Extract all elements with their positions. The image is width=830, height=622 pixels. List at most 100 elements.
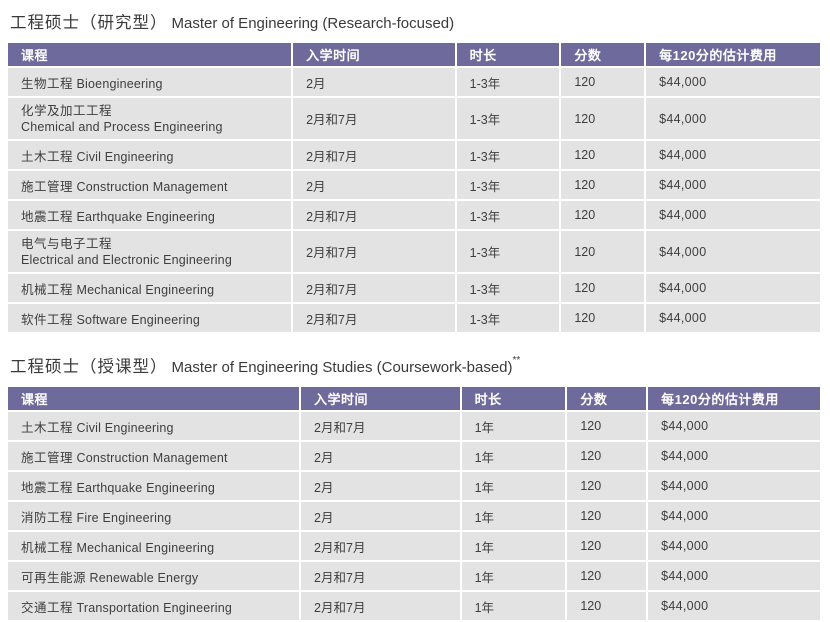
course-name-zh: 施工管理 [21,450,74,465]
header-row: 课程 入学时间 时长 分数 每120分的估计费用 [8,387,820,410]
cell-course: 土木工程 Civil Engineering [8,412,300,440]
course-name-zh: 生物工程 [21,76,74,91]
course-name-en: Bioengineering [76,76,163,91]
course-name-en: Mechanical Engineering [76,282,215,297]
cell-intake: 2月 [301,502,460,530]
cell-duration: 1年 [461,502,566,530]
cell-intake: 2月和7月 [301,562,460,590]
cell-fee: $44,000 [646,171,820,199]
cell-intake: 2月 [301,442,460,470]
table-title-coursework: 工程硕士（授课型） Master of Engineering Studies (… [10,350,822,378]
course-name-en: Software Engineering [76,312,201,327]
table-row: 地震工程 Earthquake Engineering 2月和7月 1-3年 120 $… [8,201,820,229]
cell-duration: 1-3年 [456,68,560,96]
course-name-zh: 可再生能源 [21,570,87,585]
cell-fee: $44,000 [648,502,820,530]
table-row: 生物工程 Bioengineering 2月 1-3年 120 $44,000 [8,68,820,96]
course-name-zh: 消防工程 [21,510,74,525]
cell-points: 120 [561,98,645,139]
cell-points: 120 [567,592,647,620]
cell-duration: 1年 [461,532,566,560]
table-title-zh: 工程硕士（授课型） [10,357,168,376]
cell-points: 120 [567,562,647,590]
cell-duration: 1-3年 [456,141,560,169]
cell-course: 电气与电子工程 Electrical and Electronic Engine… [8,231,292,272]
cell-fee: $44,000 [646,274,820,302]
cell-course: 可再生能源 Renewable Energy [8,562,300,590]
cell-fee: $44,000 [646,231,820,272]
course-name-zh: 地震工程 [21,480,74,495]
section-research: 工程硕士（研究型） Master of Engineering (Research… [8,6,822,334]
cell-points: 120 [567,412,647,440]
cell-points: 120 [561,231,645,272]
cell-duration: 1-3年 [456,231,560,272]
cell-fee: $44,000 [648,412,820,440]
table-title-zh: 工程硕士（研究型） [10,13,168,32]
cell-course: 施工管理 Construction Management [8,171,292,199]
table-row: 机械工程 Mechanical Engineering 2月和7月 1年 120 $44… [8,532,820,560]
cell-fee: $44,000 [648,472,820,500]
table-row: 机械工程 Mechanical Engineering 2月和7月 1-3年 120 $… [8,274,820,302]
header-cell-fee: 每120分的估计费用 [646,43,820,66]
header-cell-points: 分数 [567,387,647,410]
cell-course: 机械工程 Mechanical Engineering [8,532,300,560]
cell-duration: 1年 [461,472,566,500]
cell-duration: 1-3年 [456,171,560,199]
program-table-research: 课程 入学时间 时长 分数 每120分的估计费用 生物工程 Bioengineering 2… [6,41,822,334]
course-name-zh: 交通工程 [21,600,74,615]
course-name-zh: 电气与电子工程 [21,236,113,251]
cell-course: 消防工程 Fire Engineering [8,502,300,530]
table-row: 化学及加工工程 Chemical and Process Engineering… [8,98,820,139]
table-row: 消防工程 Fire Engineering 2月 1年 120 $44,000 [8,502,820,530]
table-row: 土木工程 Civil Engineering 2月和7月 1-3年 120 $44,00… [8,141,820,169]
cell-points: 120 [567,472,647,500]
header-cell-intake: 入学时间 [301,387,460,410]
cell-duration: 1-3年 [456,201,560,229]
header-row: 课程 入学时间 时长 分数 每120分的估计费用 [8,43,820,66]
header-cell-duration: 时长 [461,387,566,410]
cell-course: 土木工程 Civil Engineering [8,141,292,169]
cell-points: 120 [567,442,647,470]
cell-duration: 1-3年 [456,98,560,139]
course-name-zh: 施工管理 [21,179,74,194]
cell-points: 120 [561,201,645,229]
course-name-zh: 地震工程 [21,209,74,224]
cell-fee: $44,000 [646,201,820,229]
cell-intake: 2月和7月 [293,231,455,272]
course-name-en: Construction Management [76,179,228,194]
course-name-en: Civil Engineering [76,420,174,435]
cell-intake: 2月和7月 [293,141,455,169]
cell-intake: 2月和7月 [301,412,460,440]
course-name-en: Civil Engineering [76,149,174,164]
cell-points: 120 [567,532,647,560]
header-cell-intake: 入学时间 [293,43,455,66]
cell-fee: $44,000 [648,592,820,620]
table-title-research: 工程硕士（研究型） Master of Engineering (Research… [10,6,822,34]
header-cell-duration: 时长 [456,43,560,66]
table-row: 软件工程 Software Engineering 2月和7月 1-3年 120 $44… [8,304,820,332]
cell-intake: 2月和7月 [301,592,460,620]
cell-intake: 2月和7月 [293,201,455,229]
table-row: 地震工程 Earthquake Engineering 2月 1年 120 $44,00… [8,472,820,500]
cell-points: 120 [561,68,645,96]
cell-duration: 1-3年 [456,304,560,332]
cell-points: 120 [561,171,645,199]
header-cell-course: 课程 [8,387,300,410]
cell-fee: $44,000 [648,442,820,470]
cell-course: 生物工程 Bioengineering [8,68,292,96]
program-table-coursework: 课程 入学时间 时长 分数 每120分的估计费用 土木工程 Civil Engineeri… [6,385,822,622]
cell-duration: 1-3年 [456,274,560,302]
cell-intake: 2月 [293,171,455,199]
cell-duration: 1年 [461,592,566,620]
course-name-en: Construction Management [76,450,228,465]
cell-fee: $44,000 [646,304,820,332]
course-name-en: Electrical and Electronic Engineering [21,252,232,267]
cell-duration: 1年 [461,562,566,590]
table-title-en: Master of Engineering Studies (Coursewor… [171,359,513,376]
cell-fee: $44,000 [646,68,820,96]
course-name-zh: 土木工程 [21,149,74,164]
course-name-zh: 化学及加工工程 [21,103,113,118]
page: 工程硕士（研究型） Master of Engineering (Research… [8,6,822,620]
cell-points: 120 [561,304,645,332]
cell-fee: $44,000 [646,141,820,169]
